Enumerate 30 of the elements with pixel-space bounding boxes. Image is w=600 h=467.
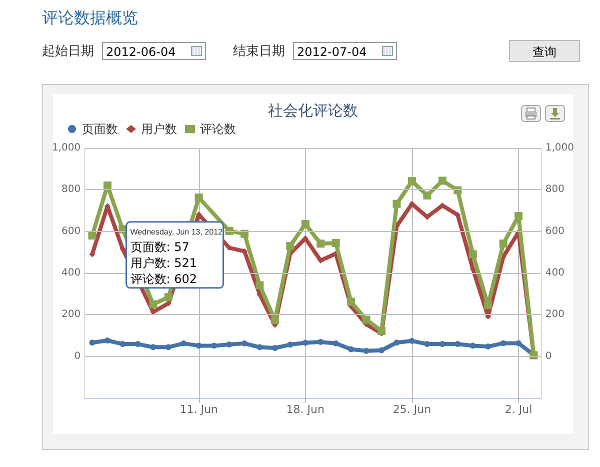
y-tick-label: 1,000: [52, 142, 81, 154]
legend-label: 用户数: [141, 122, 177, 136]
legend-label: 页面数: [82, 122, 118, 136]
text: 起始日期: [42, 43, 94, 60]
x-tick-label: 11. Jun: [180, 403, 218, 416]
text: 结束日期: [233, 43, 285, 60]
legend-label: 评论数: [200, 122, 236, 136]
text: 2012-06-04: [102, 42, 206, 60]
y-tick-label: 600: [62, 226, 81, 237]
chart-title: 社会化评论数: [268, 102, 358, 120]
x-tick-label: 18. Jun: [286, 403, 324, 416]
text: 查询: [509, 40, 580, 62]
text: 评论数据概览: [42, 8, 138, 29]
text: 2012-07-04: [293, 42, 397, 60]
annotation: 评论数: 602: [130, 272, 198, 286]
y2-tick-label: 600: [545, 226, 564, 237]
annotation: 用户数: 521: [130, 256, 198, 270]
x-tick-label: 2. Jul: [504, 403, 532, 416]
y2-tick-label: 0: [545, 350, 552, 362]
y-tick-label: 0: [74, 350, 81, 362]
y-tick-label: 200: [62, 309, 81, 320]
y2-tick-label: 400: [545, 268, 564, 278]
y-tick-label: 400: [62, 268, 81, 278]
y-tick-label: 800: [62, 184, 81, 196]
y2-tick-label: 800: [545, 184, 564, 196]
annotation: Wednesday, Jun 13, 2012: [130, 227, 224, 236]
x-tick-label: 25. Jun: [392, 403, 432, 416]
y2-tick-label: 200: [545, 309, 564, 320]
y2-tick-label: 1,000: [545, 142, 574, 154]
annotation: 页面数: 57: [130, 240, 190, 254]
